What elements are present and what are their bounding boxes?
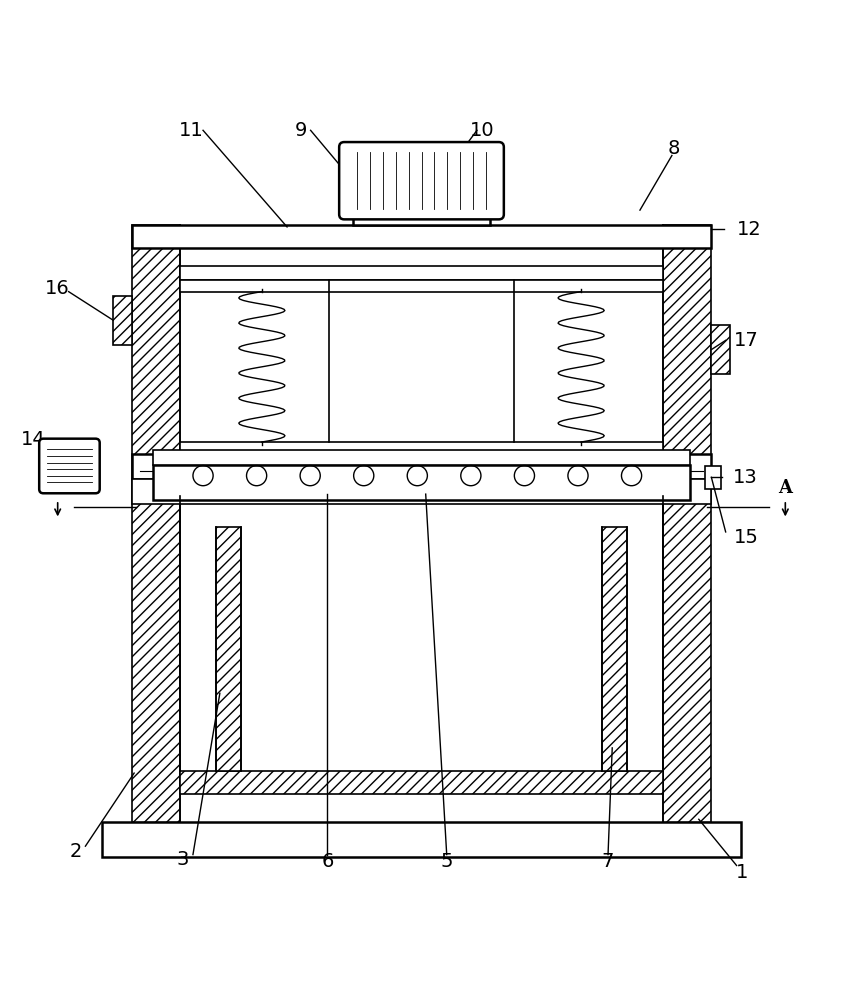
Bar: [706, 466, 721, 489]
Text: 14: 14: [21, 430, 46, 449]
Text: 10: 10: [470, 121, 494, 140]
Bar: [102, 822, 741, 857]
Bar: [180, 280, 663, 292]
Bar: [180, 442, 663, 454]
Text: 13: 13: [733, 468, 757, 487]
Text: 8: 8: [668, 139, 679, 158]
Text: 17: 17: [734, 331, 759, 350]
Text: 2: 2: [69, 842, 82, 861]
Bar: [153, 465, 690, 500]
Bar: [132, 454, 711, 479]
Bar: [132, 225, 711, 248]
Bar: [180, 771, 663, 794]
Text: 9: 9: [294, 121, 307, 140]
Bar: [180, 266, 663, 280]
Text: 1: 1: [736, 863, 749, 882]
FancyBboxPatch shape: [39, 439, 99, 493]
Bar: [216, 527, 241, 771]
Bar: [113, 296, 132, 345]
Text: 6: 6: [321, 852, 334, 871]
Bar: [153, 450, 690, 465]
Text: 12: 12: [737, 220, 761, 239]
Bar: [663, 225, 711, 822]
Text: A: A: [778, 479, 792, 497]
Text: A: A: [51, 479, 65, 497]
Text: 15: 15: [734, 528, 759, 547]
Text: 11: 11: [179, 121, 204, 140]
Bar: [711, 325, 730, 374]
Text: 3: 3: [177, 850, 189, 869]
Bar: [132, 479, 711, 504]
Bar: [352, 210, 491, 225]
Text: 5: 5: [440, 852, 453, 871]
Bar: [132, 225, 180, 822]
FancyBboxPatch shape: [339, 142, 504, 219]
Bar: [602, 527, 627, 771]
Text: 7: 7: [602, 852, 615, 871]
Text: 16: 16: [45, 279, 69, 298]
